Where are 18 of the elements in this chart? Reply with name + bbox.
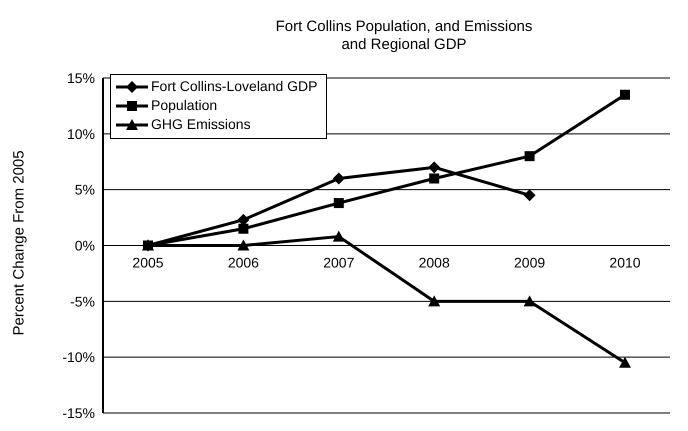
- x-tick-label: 2010: [609, 254, 641, 270]
- x-tick-label: 2006: [228, 254, 260, 270]
- x-tick-label: 2009: [514, 254, 546, 270]
- legend-label: Fort Collins-Loveland GDP: [151, 77, 318, 96]
- x-tick-label: 2005: [132, 254, 164, 270]
- y-tick-label: -5%: [70, 293, 95, 310]
- legend-label: GHG Emissions: [151, 115, 251, 134]
- y-tick-label: 15%: [66, 70, 95, 86]
- y-tick-label: 5%: [74, 182, 95, 198]
- legend-label: Population: [151, 96, 218, 115]
- y-tick-label: 10%: [66, 126, 95, 142]
- y-tick-label: -10%: [62, 349, 95, 366]
- x-tick-label: 2007: [323, 254, 355, 270]
- y-tick-label: 0%: [74, 237, 95, 254]
- x-tick-label: 2008: [418, 254, 450, 270]
- chart-title: Fort Collins Population, and Emissions and Regional GDP: [274, 17, 534, 55]
- y-tick-label: -15%: [62, 404, 95, 421]
- y-axis-title: Percent Change From 2005: [10, 150, 28, 336]
